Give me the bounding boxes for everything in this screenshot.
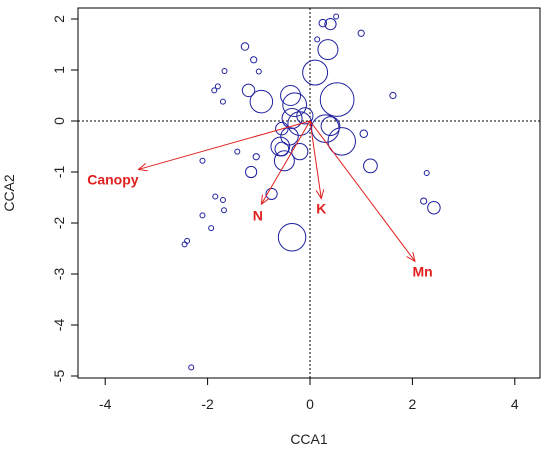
y-tick-label: 0 bbox=[51, 117, 67, 125]
data-point bbox=[211, 87, 218, 94]
data-point bbox=[318, 18, 328, 28]
data-point bbox=[280, 85, 302, 106]
data-point bbox=[184, 237, 191, 244]
data-point bbox=[333, 13, 340, 20]
data-point bbox=[255, 68, 262, 75]
y-tick-label: -2 bbox=[51, 217, 67, 230]
arrow-label-canopy: Canopy bbox=[87, 172, 139, 188]
data-point bbox=[188, 364, 195, 371]
x-tick-label: 4 bbox=[511, 396, 519, 412]
data-point bbox=[208, 225, 215, 232]
arrow-label-n: N bbox=[253, 207, 263, 223]
x-tick-label: -4 bbox=[99, 396, 112, 412]
plot-frame bbox=[77, 7, 541, 379]
data-point bbox=[219, 197, 226, 204]
y-tick-label: 2 bbox=[51, 15, 67, 23]
data-point bbox=[265, 187, 278, 201]
data-point bbox=[181, 241, 188, 248]
data-point bbox=[221, 68, 228, 75]
data-point bbox=[423, 170, 430, 177]
data-point bbox=[277, 223, 307, 252]
reference-lines bbox=[78, 8, 540, 378]
y-tick-label: -4 bbox=[51, 319, 67, 332]
y-axis-label: CCA2 bbox=[1, 174, 17, 212]
data-point bbox=[314, 36, 321, 43]
y-tick-label: -1 bbox=[51, 166, 67, 179]
y-tick-label: -5 bbox=[51, 370, 67, 383]
data-point bbox=[420, 197, 428, 205]
data-point bbox=[317, 39, 339, 61]
arrow-k bbox=[309, 120, 321, 199]
x-tick-label: 0 bbox=[306, 396, 314, 412]
data-point bbox=[234, 148, 241, 155]
data-point bbox=[199, 157, 206, 164]
data-point bbox=[359, 129, 369, 138]
data-point bbox=[219, 98, 226, 105]
data-point bbox=[250, 56, 258, 64]
arrow-label-mn: Mn bbox=[413, 263, 433, 279]
data-point bbox=[363, 158, 378, 174]
x-tick-label: -2 bbox=[201, 396, 214, 412]
x-axis-label: CCA1 bbox=[290, 431, 328, 447]
data-point bbox=[282, 92, 307, 118]
data-point bbox=[320, 116, 341, 136]
data-point bbox=[240, 42, 250, 51]
data-point bbox=[291, 142, 309, 161]
data-point bbox=[249, 89, 274, 114]
data-point bbox=[214, 83, 221, 90]
data-point bbox=[274, 141, 290, 157]
data-point bbox=[427, 200, 441, 215]
x-tick-label: 2 bbox=[409, 396, 417, 412]
data-point bbox=[324, 17, 337, 31]
data-point bbox=[296, 107, 314, 125]
data-point bbox=[389, 91, 397, 100]
data-point bbox=[357, 29, 365, 37]
data-point bbox=[302, 59, 329, 86]
data-point bbox=[275, 121, 289, 136]
data-point bbox=[327, 127, 356, 156]
data-point bbox=[252, 153, 260, 161]
data-point bbox=[245, 165, 258, 179]
environment-arrows: Canopy N K Mn bbox=[87, 120, 433, 279]
sample-points bbox=[181, 13, 441, 371]
data-point bbox=[241, 83, 256, 98]
data-point bbox=[220, 207, 227, 214]
arrow-canopy bbox=[138, 120, 311, 169]
y-tick-label: -3 bbox=[51, 268, 67, 281]
arrow-label-k: K bbox=[316, 201, 326, 217]
data-point bbox=[319, 82, 355, 117]
data-point bbox=[199, 212, 206, 219]
y-tick-label: 1 bbox=[51, 66, 67, 74]
data-point bbox=[212, 193, 219, 200]
arrow-mn bbox=[309, 120, 415, 261]
data-point bbox=[273, 150, 295, 172]
arrow-n bbox=[261, 120, 311, 204]
axis-ticks: -4 -2 0 2 4 -5 -4 -3 -2 -1 0 1 2 bbox=[51, 15, 519, 412]
